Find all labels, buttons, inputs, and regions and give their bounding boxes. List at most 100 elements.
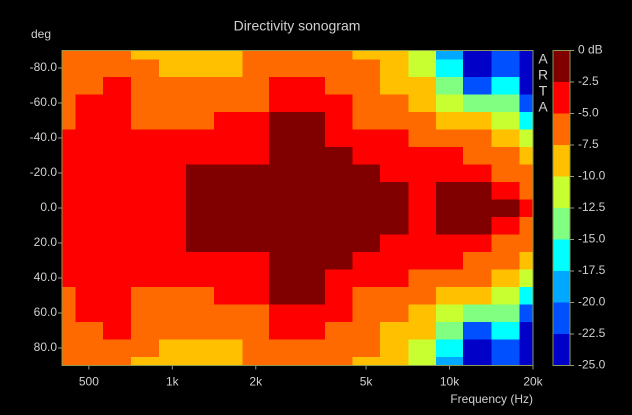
colorbar-swatch [553, 334, 570, 366]
heatmap-cell [75, 146, 104, 165]
heatmap-cell [380, 50, 409, 60]
heatmap-cell [102, 269, 132, 288]
heatmap-cell [158, 181, 187, 200]
heatmap-cell [462, 216, 492, 235]
heatmap-cell [62, 356, 76, 366]
heatmap-cell [185, 59, 215, 78]
heatmap-cell [296, 164, 326, 183]
heatmap-cell [380, 234, 409, 253]
heatmap-cell [352, 286, 381, 305]
heatmap-cell [131, 111, 160, 130]
heatmap-cell [462, 181, 492, 200]
heatmap-cell [408, 251, 437, 270]
heatmap-cell [214, 216, 243, 235]
heatmap-cell [242, 146, 270, 165]
heatmap-cell [324, 234, 354, 253]
heatmap-cell [131, 321, 160, 340]
heatmap-cell [131, 304, 160, 323]
heatmap-cell [214, 129, 243, 148]
heatmap-cell [436, 251, 464, 270]
heatmap-cell [324, 286, 354, 305]
heatmap-cell [102, 111, 132, 130]
heatmap-cell [158, 269, 187, 288]
heatmap-cell [75, 94, 104, 113]
heatmap-cell [296, 146, 326, 165]
heatmap-cell [75, 269, 104, 288]
heatmap-cell [519, 304, 534, 323]
heatmap-cell [519, 146, 534, 165]
heatmap-cell [185, 269, 215, 288]
heatmap-cell [75, 59, 104, 78]
heatmap-cell [62, 321, 76, 340]
heatmap-cell [75, 234, 104, 253]
heatmap-cell [436, 286, 464, 305]
heatmap-cell [75, 181, 104, 200]
heatmap-cell [462, 356, 492, 366]
heatmap-cell [408, 50, 437, 60]
heatmap-cell [242, 129, 270, 148]
heatmap-cell [491, 94, 521, 113]
heatmap-cell [185, 76, 215, 95]
heatmap-cell [408, 94, 437, 113]
heatmap-cell [352, 216, 381, 235]
heatmap-cell [491, 339, 521, 358]
heatmap-cell [352, 199, 381, 218]
heatmap-cell [158, 59, 187, 78]
heatmap-cell [185, 286, 215, 305]
heatmap-cell [242, 111, 270, 130]
heatmap-cell [408, 216, 437, 235]
heatmap-cell [296, 304, 326, 323]
heatmap-cell [491, 356, 521, 366]
heatmap-cell [242, 76, 270, 95]
watermark-letter: R [538, 67, 548, 83]
heatmap-cell [519, 286, 534, 305]
heatmap-cell [214, 356, 243, 366]
heatmap-cell [102, 286, 132, 305]
heatmap-cell [296, 269, 326, 288]
heatmap-cell [519, 181, 534, 200]
heatmap-cell [131, 181, 160, 200]
heatmap-cell [75, 50, 104, 60]
y-tick-label: -60.0 [30, 95, 58, 109]
heatmap-cell [408, 59, 437, 78]
heatmap-cell [462, 94, 492, 113]
heatmap-cell [75, 76, 104, 95]
heatmap-cell [62, 129, 76, 148]
heatmap-cell [185, 94, 215, 113]
heatmap-cell [214, 321, 243, 340]
heatmap-cell [214, 234, 243, 253]
heatmap-cell [380, 129, 409, 148]
heatmap-cell [380, 59, 409, 78]
heatmap-cell [380, 164, 409, 183]
heatmap-cell [462, 339, 492, 358]
heatmap-cell [158, 94, 187, 113]
heatmap-cell [185, 199, 215, 218]
heatmap-cell [62, 234, 76, 253]
heatmap-cell [380, 94, 409, 113]
heatmap-cell [352, 339, 381, 358]
heatmap-cell [491, 251, 521, 270]
heatmap-cell [519, 251, 534, 270]
heatmap-cell [269, 269, 298, 288]
heatmap-cell [380, 339, 409, 358]
heatmap-cell [242, 164, 270, 183]
heatmap-cell [324, 129, 354, 148]
heatmap-cell [62, 286, 76, 305]
x-tick-label: 5k [360, 375, 374, 389]
heatmap-cell [408, 321, 437, 340]
heatmap-cell [102, 50, 132, 60]
heatmap-cell [214, 339, 243, 358]
heatmap-cell [491, 286, 521, 305]
heatmap-cell [185, 111, 215, 130]
heatmap-cell [380, 216, 409, 235]
heatmap-cell [408, 199, 437, 218]
heatmap-cell [158, 146, 187, 165]
heatmap-cell [296, 94, 326, 113]
heatmap-cell [102, 304, 132, 323]
heatmap-cell [131, 146, 160, 165]
heatmap-cell [214, 199, 243, 218]
heatmap-cell [62, 50, 76, 60]
heatmap-cell [380, 286, 409, 305]
heatmap-cell [269, 304, 298, 323]
heatmap-cell [380, 251, 409, 270]
